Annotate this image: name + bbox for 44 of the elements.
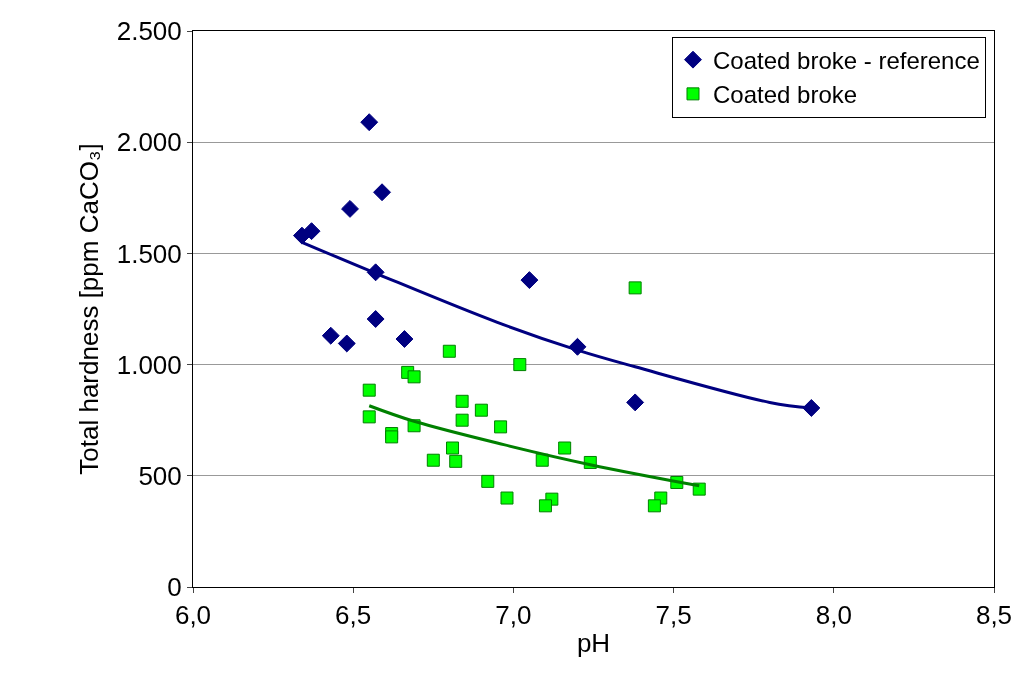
point (341, 199, 359, 218)
point (474, 403, 488, 417)
x-tick-label: 7,0 (495, 600, 532, 631)
x-tick-label: 7,5 (655, 600, 692, 631)
x-axis-title: pH (576, 627, 611, 658)
y-tick-label: 1.000 (116, 349, 182, 380)
point (558, 441, 572, 455)
point (520, 271, 539, 290)
point (481, 474, 495, 488)
y-tick-label: 0 (167, 572, 182, 603)
point (628, 281, 642, 295)
point (446, 441, 460, 455)
point (442, 344, 456, 358)
x-tick-label: 8,5 (975, 600, 1013, 631)
point (513, 358, 527, 372)
point (373, 183, 391, 202)
legend-label: Coated broke - reference (712, 47, 980, 75)
point (395, 330, 414, 348)
point (455, 394, 469, 408)
point (500, 491, 514, 505)
y-tick-label: 2.500 (116, 16, 182, 47)
point (362, 383, 376, 397)
point (455, 413, 469, 427)
point (494, 420, 508, 434)
point (449, 454, 463, 468)
x-tick-label: 8,0 (815, 600, 852, 631)
point (538, 499, 552, 513)
point (426, 453, 440, 467)
x-tick-label: 6,0 (174, 600, 212, 631)
x-tick-label: 6,5 (335, 600, 372, 631)
point (360, 113, 379, 132)
point (626, 393, 645, 412)
point (362, 410, 376, 424)
point (321, 326, 340, 345)
point (407, 370, 421, 384)
y-tick-label: 2.000 (116, 127, 182, 158)
point (302, 222, 321, 241)
point (337, 334, 356, 353)
point (366, 310, 385, 328)
legend-label: Coated broke (712, 81, 858, 109)
y-tick-label: 1.500 (116, 238, 182, 269)
y-tick-label: 500 (138, 460, 182, 491)
point (647, 499, 661, 513)
y-axis-title: Total hardness [ppm CaCO₃] (74, 143, 105, 475)
